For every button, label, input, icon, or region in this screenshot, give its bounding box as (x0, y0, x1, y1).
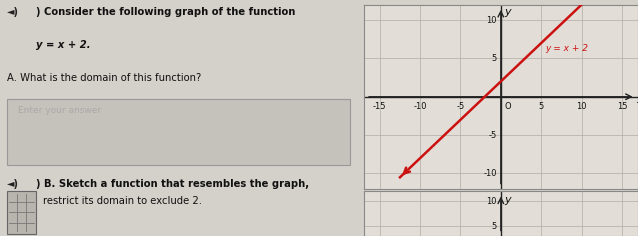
Text: Enter your answer: Enter your answer (18, 106, 101, 115)
Text: -10: -10 (484, 169, 497, 178)
Text: ◄): ◄) (7, 7, 19, 17)
Text: O: O (505, 102, 512, 111)
Text: ) Consider the following graph of the function: ) Consider the following graph of the fu… (36, 7, 295, 17)
Text: -15: -15 (373, 102, 387, 111)
Text: -5: -5 (456, 102, 464, 111)
Text: -10: -10 (413, 102, 427, 111)
Text: 5: 5 (491, 222, 497, 231)
Text: x: x (636, 95, 638, 105)
Text: ) B. Sketch a function that resembles the graph,: ) B. Sketch a function that resembles th… (36, 179, 309, 189)
Text: y: y (504, 195, 510, 205)
Text: restrict its domain to exclude 2.: restrict its domain to exclude 2. (43, 196, 202, 206)
Text: 10: 10 (486, 197, 497, 206)
Text: 15: 15 (616, 102, 627, 111)
Text: 5: 5 (491, 54, 497, 63)
Text: ◄): ◄) (7, 179, 19, 189)
FancyBboxPatch shape (7, 99, 350, 165)
Text: -5: -5 (489, 131, 497, 140)
Text: A. What is the domain of this function?: A. What is the domain of this function? (7, 73, 202, 83)
Text: y: y (504, 7, 510, 17)
FancyBboxPatch shape (7, 191, 36, 234)
Text: 10: 10 (576, 102, 587, 111)
Text: 10: 10 (486, 16, 497, 25)
Text: y = x + 2.: y = x + 2. (36, 40, 91, 50)
Text: y = x + 2: y = x + 2 (545, 44, 588, 53)
Text: 5: 5 (538, 102, 544, 111)
